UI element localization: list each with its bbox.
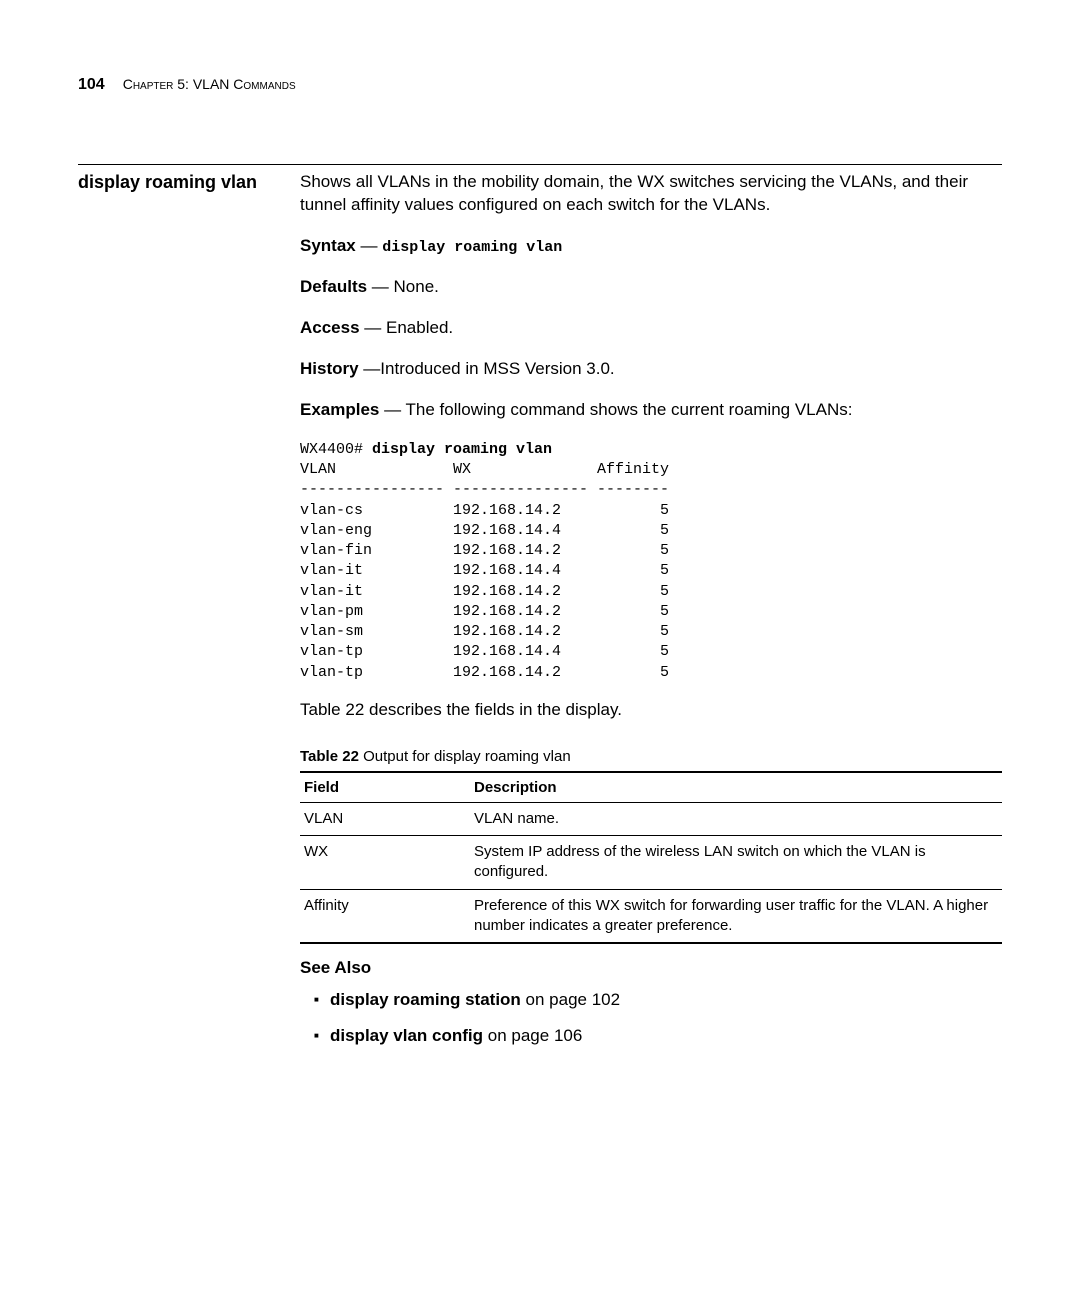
defaults-label: Defaults [300,277,367,296]
command-description: Shows all VLANs in the mobility domain, … [300,171,1002,217]
syntax-line: Syntax — display roaming vlan [300,235,1002,258]
examples-line: Examples — The following command shows t… [300,399,1002,422]
table-caption-label: Table 22 [300,748,359,765]
table-row: VLANVLAN name. [300,802,1002,835]
fields-table: Field Description VLANVLAN name.WXSystem… [300,771,1002,944]
table-cell-field: VLAN [300,802,470,835]
history-value: —Introduced in MSS Version 3.0. [359,359,615,378]
divider [78,164,1002,165]
see-also-list: display roaming station on page 102displ… [300,988,1002,1048]
see-also-label: See Also [300,958,1002,978]
command-name: display roaming vlan [78,171,266,194]
access-value: — Enabled. [360,318,454,337]
defaults-line: Defaults — None. [300,276,1002,299]
table-caption-text: Output for display roaming vlan [359,748,571,765]
syntax-value: display roaming vlan [382,239,562,256]
table-header-field: Field [300,772,470,803]
syntax-label: Syntax [300,236,356,255]
list-item: display roaming station on page 102 [314,988,1002,1012]
see-also-suffix: on page 106 [483,1026,582,1045]
table-row: AffinityPreference of this WX switch for… [300,889,1002,943]
page-header: 104 Chapter 5: VLAN Commands [78,76,1002,94]
defaults-value: — None. [367,277,439,296]
table-cell-desc: Preference of this WX switch for forward… [470,889,1002,943]
page-number: 104 [78,76,105,94]
chapter-title: Chapter 5: VLAN Commands [123,76,296,92]
list-item: display vlan config on page 106 [314,1024,1002,1048]
examples-intro: — The following command shows the curren… [379,400,852,419]
see-also-link[interactable]: display roaming station [330,990,521,1009]
table-cell-desc: System IP address of the wireless LAN sw… [470,836,1002,890]
table-header-desc: Description [470,772,1002,803]
see-also-link[interactable]: display vlan config [330,1026,483,1045]
table-row: WXSystem IP address of the wireless LAN … [300,836,1002,890]
table-cell-field: Affinity [300,889,470,943]
history-line: History —Introduced in MSS Version 3.0. [300,358,1002,381]
history-label: History [300,359,359,378]
table-intro: Table 22 describes the fields in the dis… [300,699,1002,722]
access-line: Access — Enabled. [300,317,1002,340]
table-cell-field: WX [300,836,470,890]
see-also-suffix: on page 102 [521,990,620,1009]
access-label: Access [300,318,360,337]
table-caption: Table 22 Output for display roaming vlan [300,748,1002,765]
example-output: WX4400# display roaming vlan VLAN WX Aff… [300,440,1002,683]
table-cell-desc: VLAN name. [470,802,1002,835]
examples-label: Examples [300,400,379,419]
